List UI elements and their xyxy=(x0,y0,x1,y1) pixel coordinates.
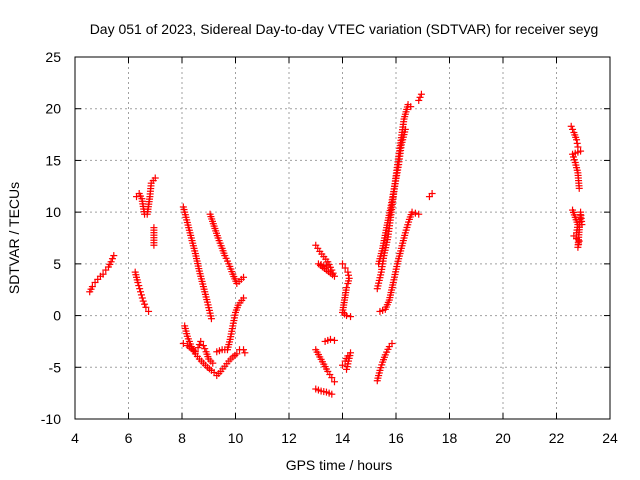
data-point xyxy=(339,260,346,268)
data-point xyxy=(240,346,248,354)
data-point xyxy=(339,361,346,369)
x-axis-label: GPS time / hours xyxy=(286,457,393,473)
data-point xyxy=(401,125,409,133)
data-point xyxy=(233,350,241,358)
data-point xyxy=(330,336,338,344)
data-point xyxy=(207,315,215,323)
x-tick-label: 10 xyxy=(228,430,244,446)
x-tick-label: 6 xyxy=(125,430,133,446)
data-point xyxy=(344,280,352,288)
data-point xyxy=(322,262,330,270)
data-point xyxy=(194,344,202,352)
x-tick-label: 8 xyxy=(178,430,186,446)
data-point xyxy=(343,365,351,373)
y-axis-label: SDTVAR / TECUs xyxy=(6,182,22,294)
x-tick-label: 18 xyxy=(442,430,458,446)
data-point xyxy=(408,208,416,216)
data-point xyxy=(240,273,248,281)
data-point xyxy=(201,345,209,353)
y-tick-label: 15 xyxy=(45,152,61,168)
chart-title: Day 051 of 2023, Sidereal Day-to-day VTE… xyxy=(90,21,599,37)
data-point xyxy=(137,291,145,299)
x-tick-label: 24 xyxy=(602,430,618,446)
data-point xyxy=(136,285,144,293)
data-point xyxy=(567,122,575,130)
data-point xyxy=(195,341,203,349)
data-point xyxy=(241,349,249,357)
y-tick-label: 25 xyxy=(45,49,61,65)
y-tick-label: 20 xyxy=(45,101,61,117)
data-point xyxy=(573,139,581,147)
grid xyxy=(75,57,610,419)
data-point xyxy=(573,136,581,144)
data-point xyxy=(347,313,355,321)
x-tick-label: 20 xyxy=(495,430,511,446)
data-point xyxy=(134,278,142,286)
data-point xyxy=(344,268,352,276)
data-point xyxy=(88,283,96,291)
data-point xyxy=(341,264,349,272)
data-point xyxy=(107,258,115,266)
data-point xyxy=(151,174,159,182)
x-tick-label: 4 xyxy=(71,430,79,446)
y-tick-label: 5 xyxy=(53,256,61,272)
data-point xyxy=(150,241,158,249)
data-point xyxy=(328,390,336,398)
x-tick-label: 22 xyxy=(549,430,565,446)
data-points xyxy=(86,90,586,398)
data-point xyxy=(179,339,187,347)
data-point xyxy=(578,221,586,229)
data-point xyxy=(428,190,436,198)
data-point xyxy=(326,335,334,343)
data-point xyxy=(108,255,116,263)
data-point xyxy=(416,93,424,101)
data-point xyxy=(135,282,143,290)
data-point xyxy=(199,342,207,350)
data-point xyxy=(569,125,577,133)
y-tick-label: -5 xyxy=(49,359,62,375)
data-point xyxy=(110,252,118,260)
data-point xyxy=(137,288,145,296)
data-point xyxy=(411,209,419,217)
data-point xyxy=(209,359,217,367)
data-point xyxy=(141,300,149,308)
x-tick-label: 16 xyxy=(388,430,404,446)
tick-labels: 4 6 8 10 12 14 16 18 20 22 24 -10 -5 0 5 10 15 20 25 xyxy=(41,49,618,446)
data-point xyxy=(575,184,583,192)
data-point xyxy=(191,348,199,356)
data-point xyxy=(138,294,146,302)
data-point xyxy=(142,303,150,311)
data-point xyxy=(145,307,153,315)
data-point xyxy=(343,312,351,320)
y-tick-label: -10 xyxy=(41,411,61,427)
data-point xyxy=(240,294,248,302)
data-point xyxy=(197,337,205,345)
data-point xyxy=(330,378,338,386)
y-tick-label: 10 xyxy=(45,204,61,220)
plot-frame xyxy=(74,56,611,420)
x-tick-label: 12 xyxy=(281,430,297,446)
data-point xyxy=(99,270,107,278)
y-tick-label: 0 xyxy=(53,308,61,324)
data-point xyxy=(415,96,423,104)
data-point xyxy=(417,90,425,98)
x-tick-label: 14 xyxy=(335,430,351,446)
data-point xyxy=(328,374,336,382)
data-point xyxy=(407,103,415,111)
data-point xyxy=(388,339,396,347)
data-point xyxy=(139,297,147,305)
data-point xyxy=(415,210,423,218)
